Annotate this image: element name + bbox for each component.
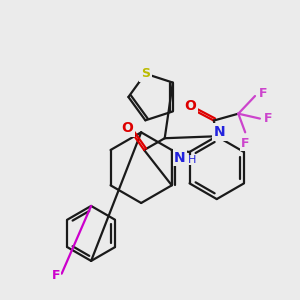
Text: N: N: [174, 151, 186, 165]
Text: N: N: [214, 125, 226, 139]
Text: S: S: [141, 67, 150, 80]
Text: O: O: [122, 122, 134, 135]
Text: O: O: [184, 99, 196, 113]
Text: F: F: [52, 269, 60, 282]
Text: F: F: [241, 137, 250, 150]
Text: H: H: [188, 155, 197, 165]
Text: F: F: [264, 112, 272, 125]
Text: F: F: [259, 87, 267, 100]
